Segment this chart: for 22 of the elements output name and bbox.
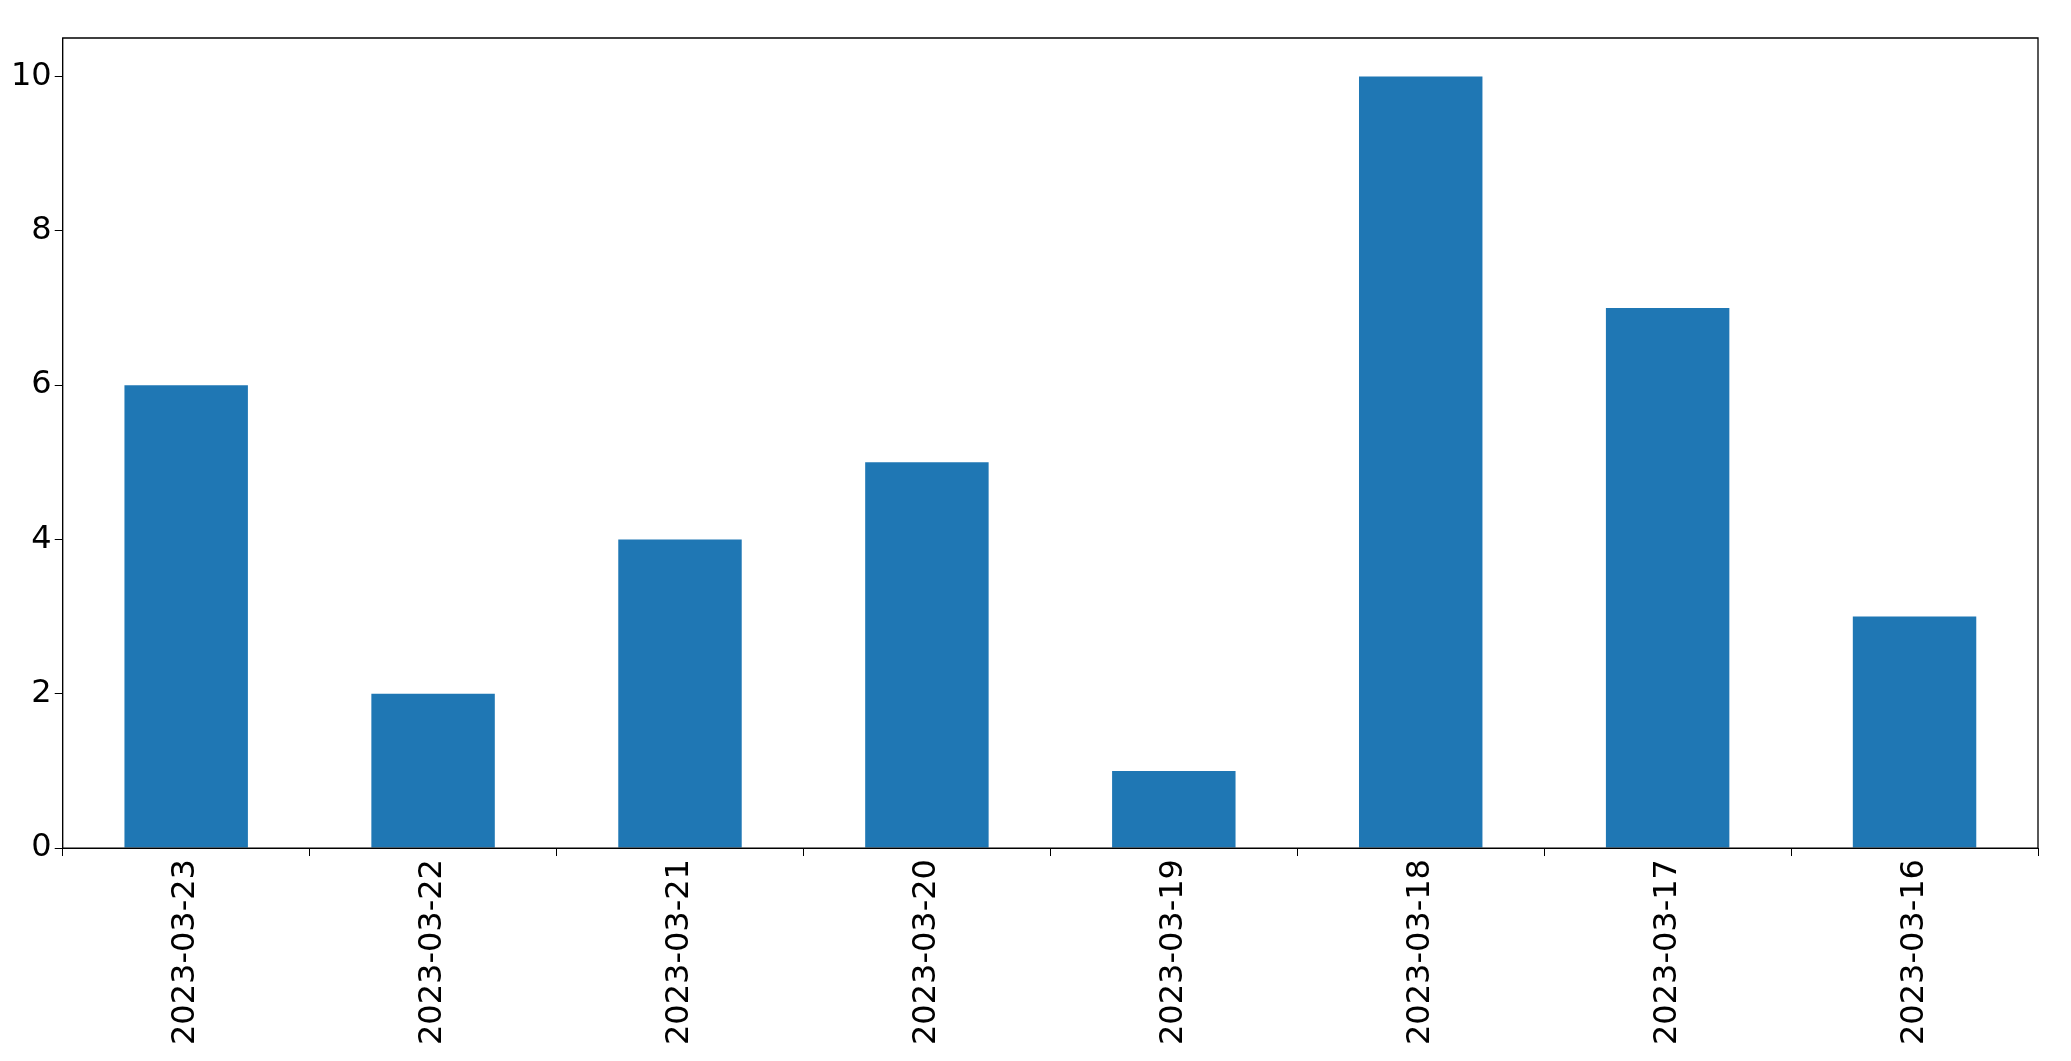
x-tick-label: 2023-03-19 — [1152, 859, 1191, 1045]
x-tick-label: 2023-03-22 — [411, 859, 450, 1045]
y-tick-label: 6 — [31, 363, 52, 402]
x-tick-label: 2023-03-18 — [1399, 859, 1438, 1045]
y-tick-label: 0 — [31, 826, 52, 865]
y-tick-label: 2 — [31, 672, 52, 711]
bar — [1112, 770, 1236, 848]
y-tick-label: 8 — [31, 209, 52, 248]
bar — [371, 693, 495, 848]
bar — [1359, 76, 1483, 848]
x-tick-label: 2023-03-21 — [658, 859, 697, 1045]
bar — [124, 385, 248, 848]
y-tick-label: 4 — [31, 517, 52, 556]
bar — [865, 462, 989, 848]
y-tick-label: 10 — [11, 54, 52, 93]
x-tick-label: 2023-03-23 — [164, 859, 203, 1045]
x-tick-label: 2023-03-20 — [905, 859, 944, 1045]
x-tick-label: 2023-03-17 — [1645, 859, 1684, 1045]
bar — [1852, 616, 1977, 848]
bar — [618, 539, 742, 848]
bar — [1605, 308, 1730, 848]
x-tick-label: 2023-03-16 — [1892, 859, 1931, 1045]
